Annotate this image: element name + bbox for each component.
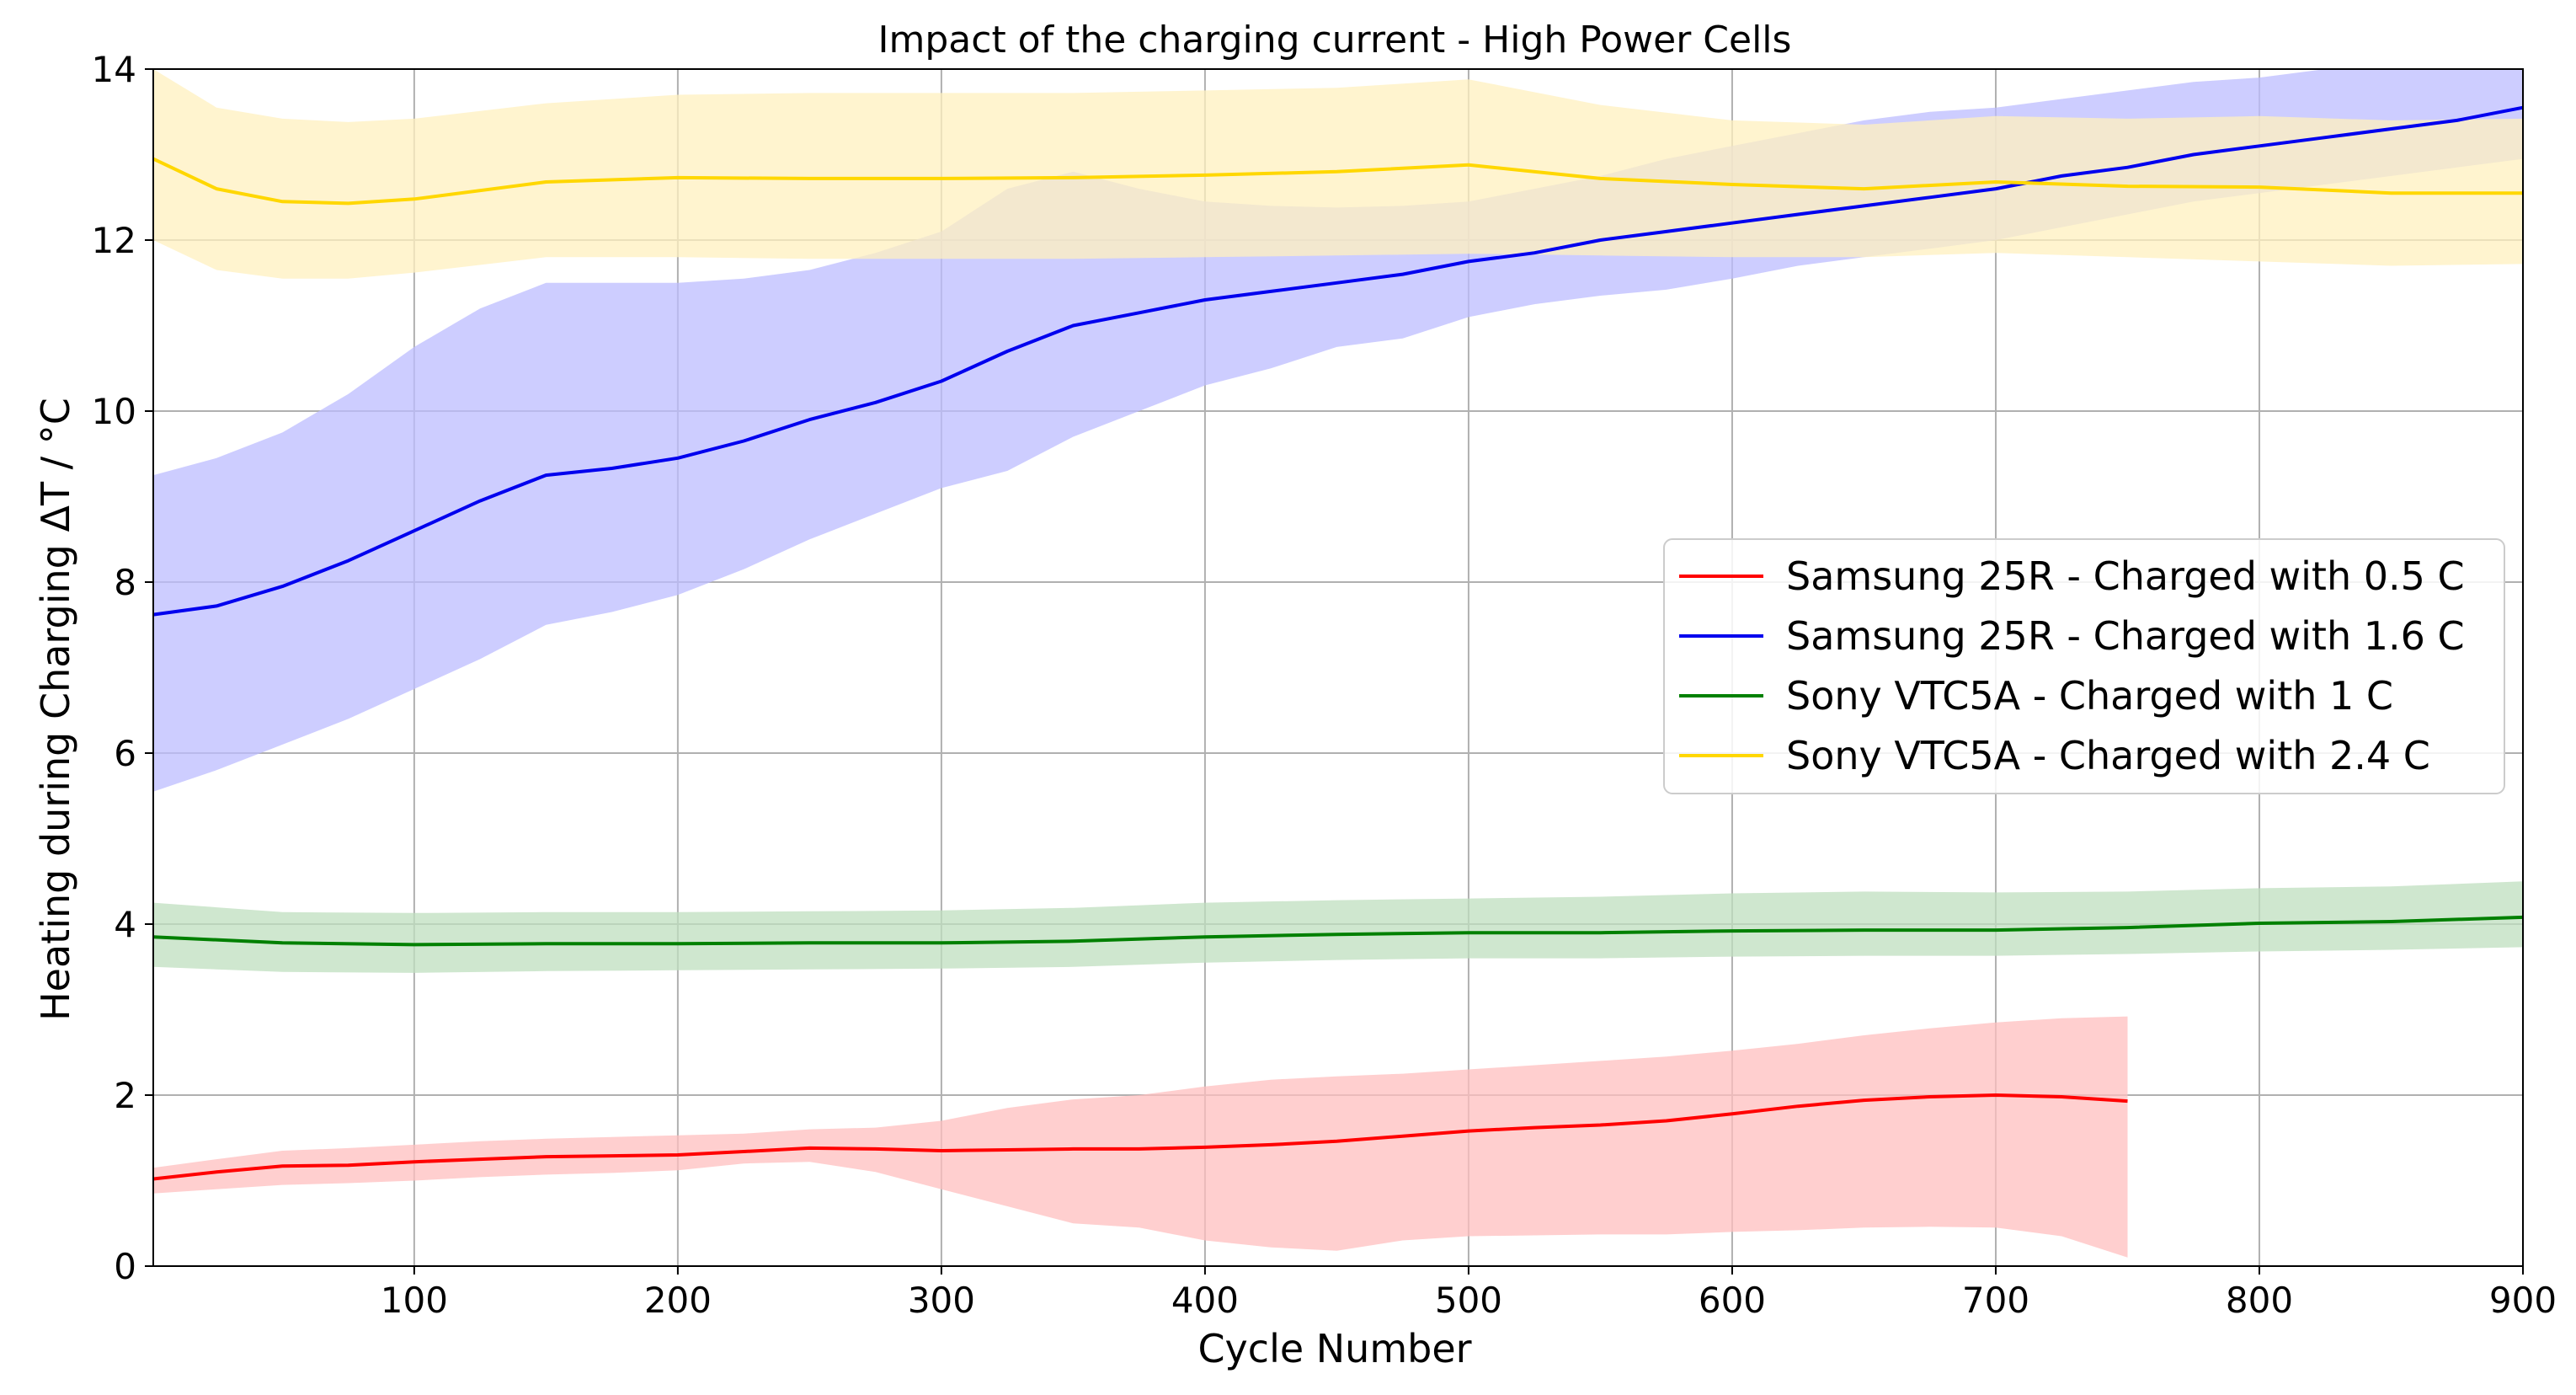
y-tick-label: 14 bbox=[92, 49, 136, 90]
x-tick-label: 800 bbox=[2226, 1280, 2293, 1321]
series-3-line bbox=[152, 915, 2524, 947]
x-tick-label: 200 bbox=[644, 1280, 712, 1321]
y-tick-label: 10 bbox=[92, 391, 136, 432]
series-3-band bbox=[153, 881, 2523, 973]
x-tick-label: 100 bbox=[381, 1280, 448, 1321]
series-2-line bbox=[152, 105, 2524, 617]
series-1-band bbox=[153, 1016, 2128, 1258]
y-axis-title: Heating during Charging ΔT / °C bbox=[33, 398, 78, 1021]
x-axis-ticks: 100 200 300 400 500 600 700 800 900 bbox=[381, 1266, 2557, 1321]
x-tick-label: 900 bbox=[2489, 1280, 2557, 1321]
x-tick-label: 500 bbox=[1435, 1280, 1502, 1321]
series-4-band bbox=[153, 69, 2523, 279]
x-tick-label: 700 bbox=[1962, 1280, 2029, 1321]
y-tick-label: 6 bbox=[114, 733, 136, 774]
y-tick-label: 2 bbox=[114, 1075, 136, 1116]
plot-frame bbox=[152, 68, 2524, 1267]
series-1-line bbox=[152, 1093, 2128, 1181]
legend-label: Samsung 25R - Charged with 0.5 C bbox=[1786, 553, 2465, 599]
legend-label: Samsung 25R - Charged with 1.6 C bbox=[1786, 613, 2465, 659]
x-tick-label: 300 bbox=[908, 1280, 975, 1321]
y-tick-label: 12 bbox=[92, 220, 136, 261]
legend-label: Sony VTC5A - Charged with 1 C bbox=[1786, 673, 2393, 719]
y-axis-ticks: 0 2 4 6 8 10 12 14 bbox=[92, 49, 153, 1287]
legend-label: Sony VTC5A - Charged with 2.4 C bbox=[1786, 733, 2430, 778]
chart-title: Impact of the charging current - High Po… bbox=[878, 19, 1792, 61]
legend: Samsung 25R - Charged with 0.5 C Samsung … bbox=[1663, 538, 2505, 794]
legend-box bbox=[1663, 538, 2505, 794]
y-tick-label: 8 bbox=[114, 562, 136, 603]
x-axis-title: Cycle Number bbox=[1197, 1326, 1471, 1371]
series-4-line bbox=[152, 157, 2523, 206]
series-lines bbox=[152, 105, 2524, 1181]
x-tick-label: 600 bbox=[1699, 1280, 1766, 1321]
x-tick-label: 400 bbox=[1171, 1280, 1239, 1321]
y-tick-label: 4 bbox=[114, 904, 136, 945]
y-tick-label: 0 bbox=[114, 1246, 136, 1287]
